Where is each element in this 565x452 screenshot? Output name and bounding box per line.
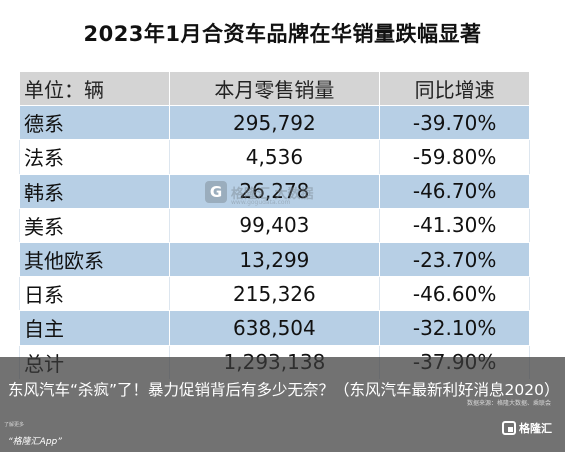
row-sales: 13,299	[168, 241, 381, 278]
small-note: 了解更多	[4, 422, 25, 428]
gelonghui-logo-icon	[502, 421, 516, 435]
row-category: 韩系	[19, 173, 170, 209]
brand-logo: 格隆汇	[502, 420, 552, 436]
table-row: 自主 638,504 -32.10%	[19, 310, 530, 346]
table-header-row: 单位：辆 本月零售销量 同比增速	[19, 70, 530, 107]
table-row: 法系 4,536 -59.80%	[19, 139, 530, 175]
table-row: 韩系 26,278 -46.70%	[19, 173, 530, 209]
caption-text[interactable]: 东风汽车“杀疯”了！暴力促销背后有多少无奈？（东风汽车最新利好消息2020）	[8, 381, 560, 399]
brand-name: 格隆汇	[519, 422, 552, 435]
row-yoy: -46.60%	[379, 276, 530, 312]
row-category: 美系	[19, 207, 170, 243]
row-sales: 215,326	[168, 276, 381, 312]
row-yoy: -46.70%	[379, 173, 530, 209]
table-row: 日系 215,326 -46.60%	[19, 276, 530, 312]
app-label: “格隆汇App”	[8, 437, 62, 447]
row-yoy: -41.30%	[379, 207, 530, 243]
caption-overlay	[0, 357, 565, 452]
row-sales: 26,278	[168, 173, 381, 209]
table-row: 德系 295,792 -39.70%	[19, 105, 530, 141]
row-yoy: -32.10%	[379, 310, 530, 346]
table-row: 美系 99,403 -41.30%	[19, 207, 530, 243]
header-unit: 单位：辆	[19, 70, 170, 107]
page-title: 2023年1月合资车品牌在华销量跌幅显著	[83, 22, 482, 46]
row-sales: 99,403	[168, 207, 381, 243]
row-sales: 4,536	[168, 139, 381, 175]
header-sales: 本月零售销量	[168, 70, 381, 107]
row-category: 自主	[19, 310, 170, 346]
row-category: 日系	[19, 276, 170, 312]
source-note: 数据来源：格隆大数据、乘联会	[467, 400, 552, 407]
row-category: 德系	[19, 105, 170, 141]
row-yoy: -23.70%	[379, 241, 530, 278]
row-yoy: -39.70%	[379, 105, 530, 141]
header-yoy: 同比增速	[379, 70, 530, 107]
row-yoy: -59.80%	[379, 139, 530, 175]
row-category: 其他欧系	[19, 241, 170, 278]
row-category: 法系	[19, 139, 170, 175]
row-sales: 638,504	[168, 310, 381, 346]
sales-table: 单位：辆 本月零售销量 同比增速 德系 295,792 -39.70% 法系 4…	[19, 70, 530, 380]
row-sales: 295,792	[168, 105, 381, 141]
table-row: 其他欧系 13,299 -23.70%	[19, 241, 530, 278]
